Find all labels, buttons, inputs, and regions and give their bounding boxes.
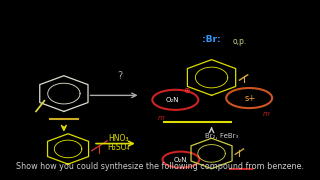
Text: HNO₃: HNO₃ (108, 134, 128, 143)
Text: Show how you could synthesize the following compound from benzene.: Show how you could synthesize the follow… (16, 162, 304, 171)
Text: s+: s+ (245, 94, 256, 103)
Text: :Br:: :Br: (202, 35, 221, 44)
Text: H₂SO₄: H₂SO₄ (107, 143, 130, 152)
Text: Br₂, FeBr₃: Br₂, FeBr₃ (205, 133, 238, 140)
Text: O₂N: O₂N (166, 97, 179, 103)
Text: m: m (262, 111, 269, 117)
Text: O₂N: O₂N (173, 157, 187, 163)
Text: ⊕: ⊕ (183, 86, 190, 95)
Text: o,p.: o,p. (232, 37, 246, 46)
Text: m: m (158, 115, 165, 121)
Text: ?: ? (117, 71, 122, 81)
